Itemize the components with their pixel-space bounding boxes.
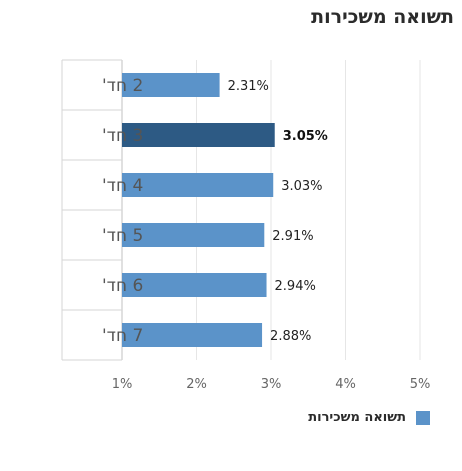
chart-title: תשואה משכירות	[311, 6, 454, 28]
legend-swatch	[416, 410, 430, 425]
value-label-2: 3.05%	[283, 129, 328, 144]
category-label-5: 6 חד'	[102, 276, 143, 296]
category-label-1: 2 חד'	[102, 76, 143, 96]
legend-label: תשואה משכירות	[308, 410, 406, 425]
x-tick-label-2: 2%	[186, 377, 207, 392]
bar-3	[122, 173, 274, 197]
x-tick-label-5: 5%	[410, 377, 431, 392]
bar-6	[122, 323, 263, 347]
x-tick-label-3: 3%	[261, 377, 282, 392]
category-label-6: 7 חד'	[102, 326, 143, 346]
bar-5	[122, 273, 267, 297]
bar-2	[122, 123, 275, 147]
x-tick-label-1: 1%	[112, 377, 133, 392]
x-tick-label-4: 4%	[335, 377, 356, 392]
value-label-5: 2.94%	[275, 279, 316, 294]
legend: תשואה משכירות	[308, 410, 430, 425]
category-label-2: 3 חד'	[102, 126, 143, 146]
value-label-6: 2.88%	[270, 329, 311, 344]
value-label-3: 3.03%	[281, 179, 322, 194]
category-label-4: 5 חד'	[102, 226, 143, 246]
bar-4	[122, 223, 265, 247]
bar-1	[122, 73, 220, 97]
value-label-4: 2.91%	[272, 229, 313, 244]
category-label-3: 4 חד'	[102, 176, 143, 196]
value-label-1: 2.31%	[228, 79, 269, 94]
